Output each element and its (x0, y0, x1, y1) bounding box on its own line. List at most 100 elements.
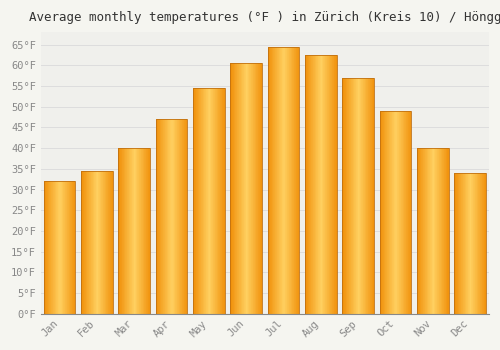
Bar (124, 148, 125, 314)
Bar (373, 78, 374, 314)
Bar (480, 173, 481, 314)
Bar (268, 47, 269, 314)
Bar (261, 63, 262, 314)
Bar (464, 173, 465, 314)
Bar (146, 148, 147, 314)
Bar (203, 88, 204, 314)
Bar (326, 55, 328, 314)
Bar (185, 119, 186, 314)
Bar (85, 171, 86, 314)
Bar (136, 148, 137, 314)
Bar (270, 47, 271, 314)
Bar (306, 55, 307, 314)
Bar (403, 111, 404, 314)
Bar (446, 148, 447, 314)
Bar (287, 47, 288, 314)
Bar (445, 148, 446, 314)
Bar (81, 171, 82, 314)
Bar (143, 148, 144, 314)
Bar (466, 173, 467, 314)
Bar (232, 63, 233, 314)
Bar (211, 88, 212, 314)
Bar (133, 148, 134, 314)
Bar (429, 148, 430, 314)
Bar (218, 88, 219, 314)
Bar (183, 119, 184, 314)
Bar (96, 171, 97, 314)
Bar (308, 55, 309, 314)
Bar (400, 111, 402, 314)
Bar (202, 88, 203, 314)
Bar (93, 171, 94, 314)
Bar (158, 119, 159, 314)
Bar (411, 111, 412, 314)
Bar (484, 173, 485, 314)
Bar (310, 55, 311, 314)
Bar (318, 55, 319, 314)
Bar (173, 119, 174, 314)
Bar (295, 47, 296, 314)
Bar (332, 55, 333, 314)
Bar (109, 171, 110, 314)
Bar (273, 47, 274, 314)
Bar (457, 173, 458, 314)
Bar (110, 171, 111, 314)
Bar (433, 148, 434, 314)
Bar (187, 119, 188, 314)
Bar (471, 173, 472, 314)
Bar (478, 173, 479, 314)
Bar (47, 181, 48, 314)
Bar (254, 63, 255, 314)
Bar (431, 148, 432, 314)
Bar (125, 148, 126, 314)
Bar (467, 173, 468, 314)
Bar (410, 111, 411, 314)
Bar (424, 148, 426, 314)
Bar (305, 55, 306, 314)
Bar (186, 119, 187, 314)
Bar (128, 148, 129, 314)
Bar (269, 47, 270, 314)
Bar (235, 63, 236, 314)
Bar (314, 55, 315, 314)
Bar (392, 111, 393, 314)
Bar (234, 63, 235, 314)
Bar (238, 63, 240, 314)
Bar (205, 88, 206, 314)
Bar (160, 119, 161, 314)
Bar (277, 47, 278, 314)
Bar (360, 78, 361, 314)
Bar (474, 173, 476, 314)
Bar (324, 55, 326, 314)
Bar (405, 111, 406, 314)
Bar (142, 148, 143, 314)
Bar (44, 181, 76, 314)
Bar (435, 148, 436, 314)
Bar (130, 148, 131, 314)
Bar (169, 119, 170, 314)
Bar (282, 47, 283, 314)
Bar (420, 148, 421, 314)
Bar (61, 181, 62, 314)
Bar (334, 55, 335, 314)
Bar (443, 148, 444, 314)
Bar (217, 88, 218, 314)
Bar (57, 181, 58, 314)
Bar (52, 181, 54, 314)
Bar (369, 78, 370, 314)
Bar (276, 47, 277, 314)
Bar (298, 47, 299, 314)
Bar (156, 119, 157, 314)
Bar (366, 78, 367, 314)
Bar (336, 55, 337, 314)
Bar (75, 181, 76, 314)
Bar (383, 111, 384, 314)
Bar (331, 55, 332, 314)
Bar (459, 173, 460, 314)
Bar (292, 47, 293, 314)
Bar (311, 55, 312, 314)
Bar (257, 63, 258, 314)
Bar (407, 111, 408, 314)
Bar (112, 171, 113, 314)
Bar (122, 148, 123, 314)
